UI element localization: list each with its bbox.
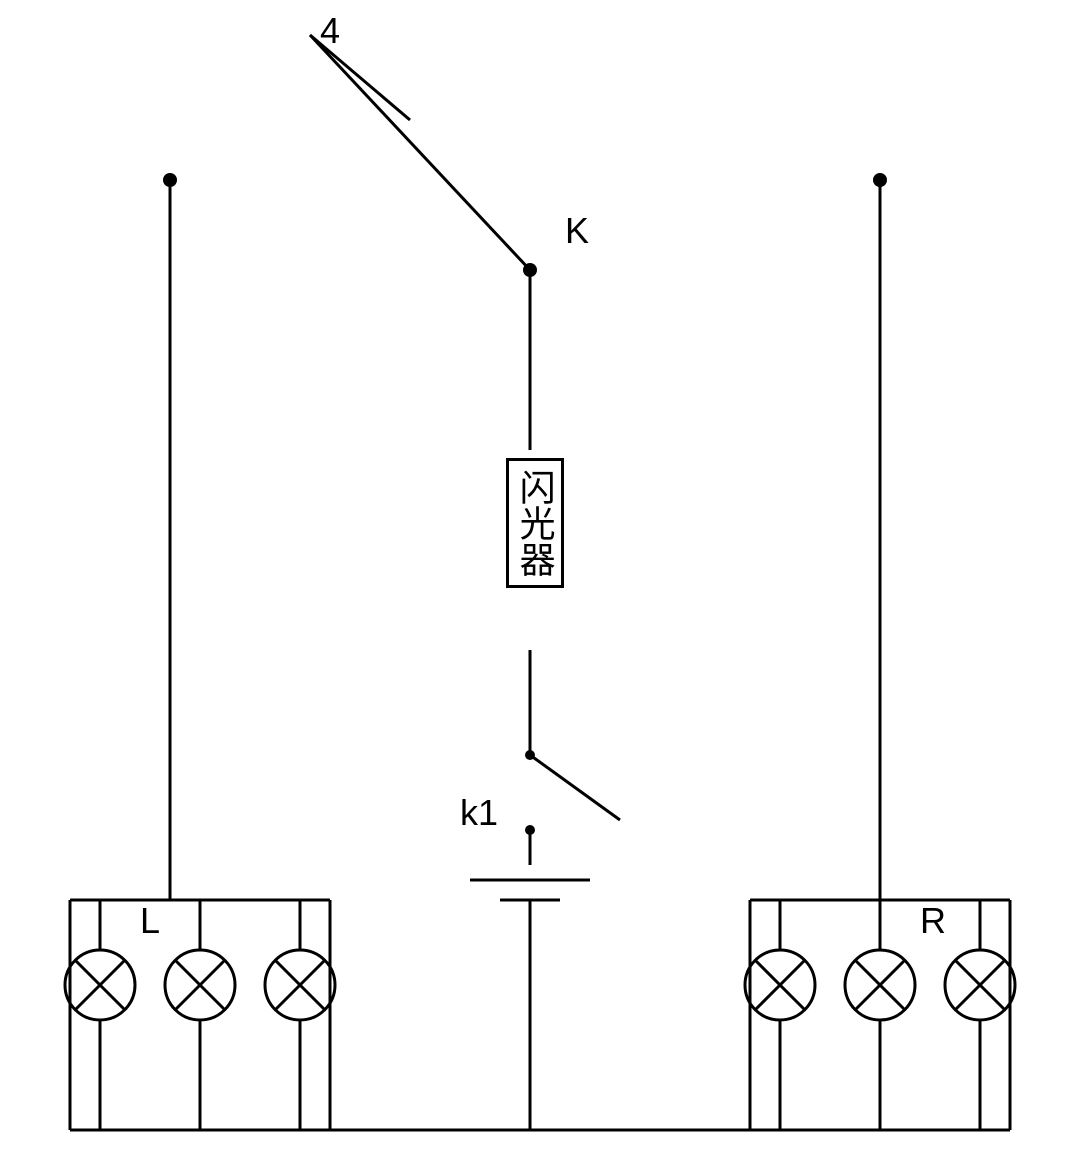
- label-4: 4: [320, 10, 340, 52]
- label-left: L: [140, 900, 160, 942]
- label-k1: k1: [460, 792, 498, 834]
- label-right: R: [920, 900, 946, 942]
- label-k: K: [565, 210, 589, 252]
- flasher-box: 闪光器: [506, 458, 564, 588]
